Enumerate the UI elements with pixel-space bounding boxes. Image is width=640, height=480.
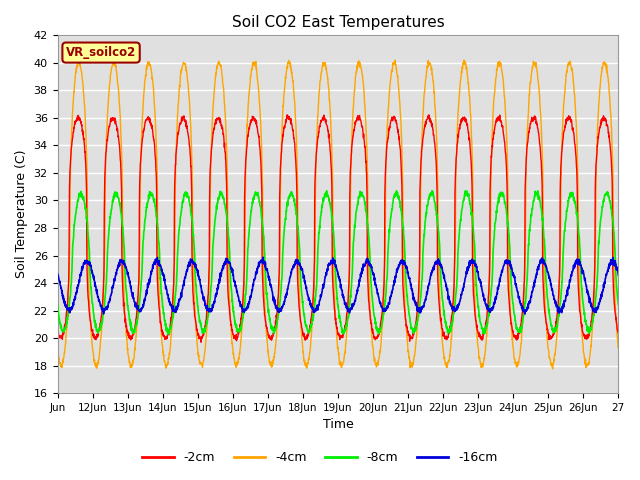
Legend: -2cm, -4cm, -8cm, -16cm: -2cm, -4cm, -8cm, -16cm xyxy=(138,446,502,469)
Y-axis label: Soil Temperature (C): Soil Temperature (C) xyxy=(15,150,28,278)
X-axis label: Time: Time xyxy=(323,419,353,432)
Title: Soil CO2 East Temperatures: Soil CO2 East Temperatures xyxy=(232,15,444,30)
Text: VR_soilco2: VR_soilco2 xyxy=(66,46,136,59)
